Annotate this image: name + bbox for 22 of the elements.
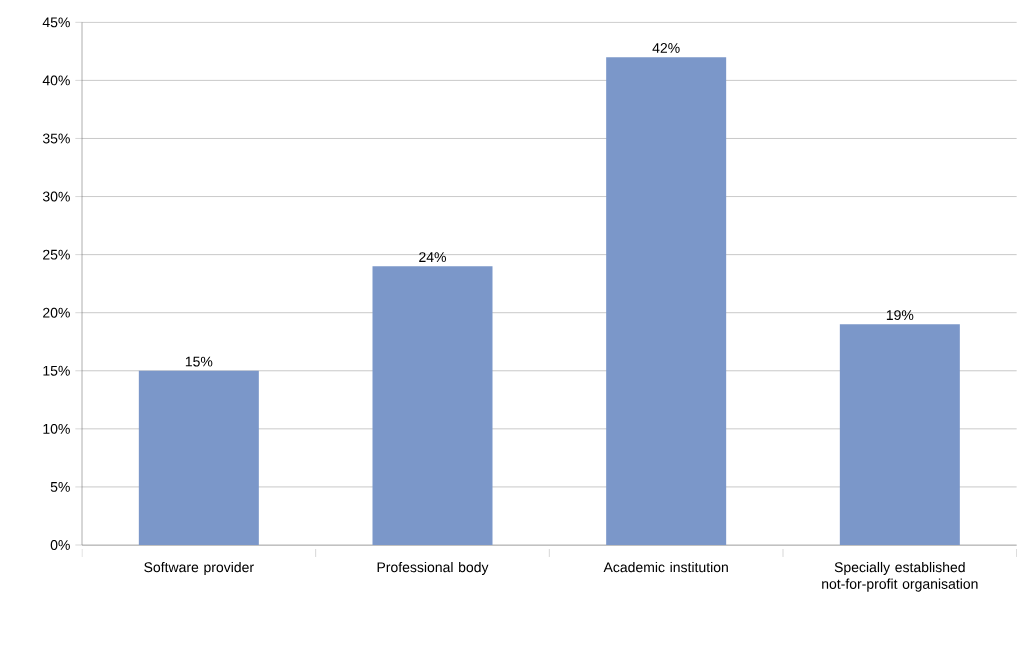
y-tick-label: 15% (43, 365, 70, 376)
y-tick-label: 0% (50, 540, 70, 550)
y-tick-label: 35% (42, 133, 70, 144)
x-tick-label: Software provider (144, 561, 254, 575)
y-tick-label: 45% (42, 17, 70, 28)
y-tick-label: 20% (43, 307, 70, 318)
bar (839, 324, 960, 545)
bar (372, 266, 493, 545)
y-tick-label: 5% (50, 482, 70, 492)
y-tick-label: 10% (43, 423, 70, 434)
data-label: 15% (185, 356, 213, 367)
data-label: 19% (886, 310, 914, 321)
y-tick-label: 30% (42, 191, 70, 202)
x-tick-label: Specially established not-for-profit organisation (822, 561, 978, 592)
y-tick-label: 40% (42, 75, 70, 86)
data-label: 42% (652, 43, 680, 53)
x-tick-label: Academic institution (603, 561, 728, 573)
y-tick-label: 25% (43, 249, 70, 260)
data-label: 24% (419, 252, 446, 262)
bar (138, 370, 259, 545)
x-tick-label: Professional body (377, 561, 489, 575)
bar (606, 57, 727, 545)
